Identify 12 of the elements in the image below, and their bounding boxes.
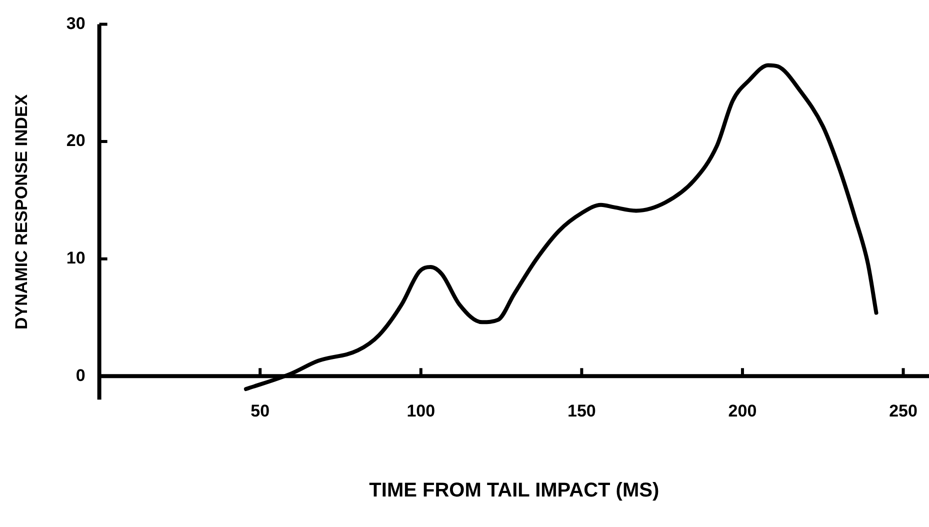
y-tick-label: 20 [66, 131, 86, 150]
y-tick-label: 0 [76, 366, 86, 385]
x-tick-label: 150 [568, 401, 596, 420]
x-tick-label: 200 [728, 401, 757, 420]
x-axis-title: TIME FROM TAIL IMPACT (MS) [369, 480, 660, 502]
x-tick-label: 250 [889, 401, 918, 420]
y-tick-label: 10 [66, 248, 86, 268]
x-tick-label: 50 [250, 401, 270, 420]
y-axis-title: DYNAMIC RESPONSE INDEX [12, 94, 31, 330]
y-tick-label: 30 [66, 14, 86, 33]
x-tick-label: 100 [406, 401, 436, 420]
line-series [244, 63, 878, 392]
